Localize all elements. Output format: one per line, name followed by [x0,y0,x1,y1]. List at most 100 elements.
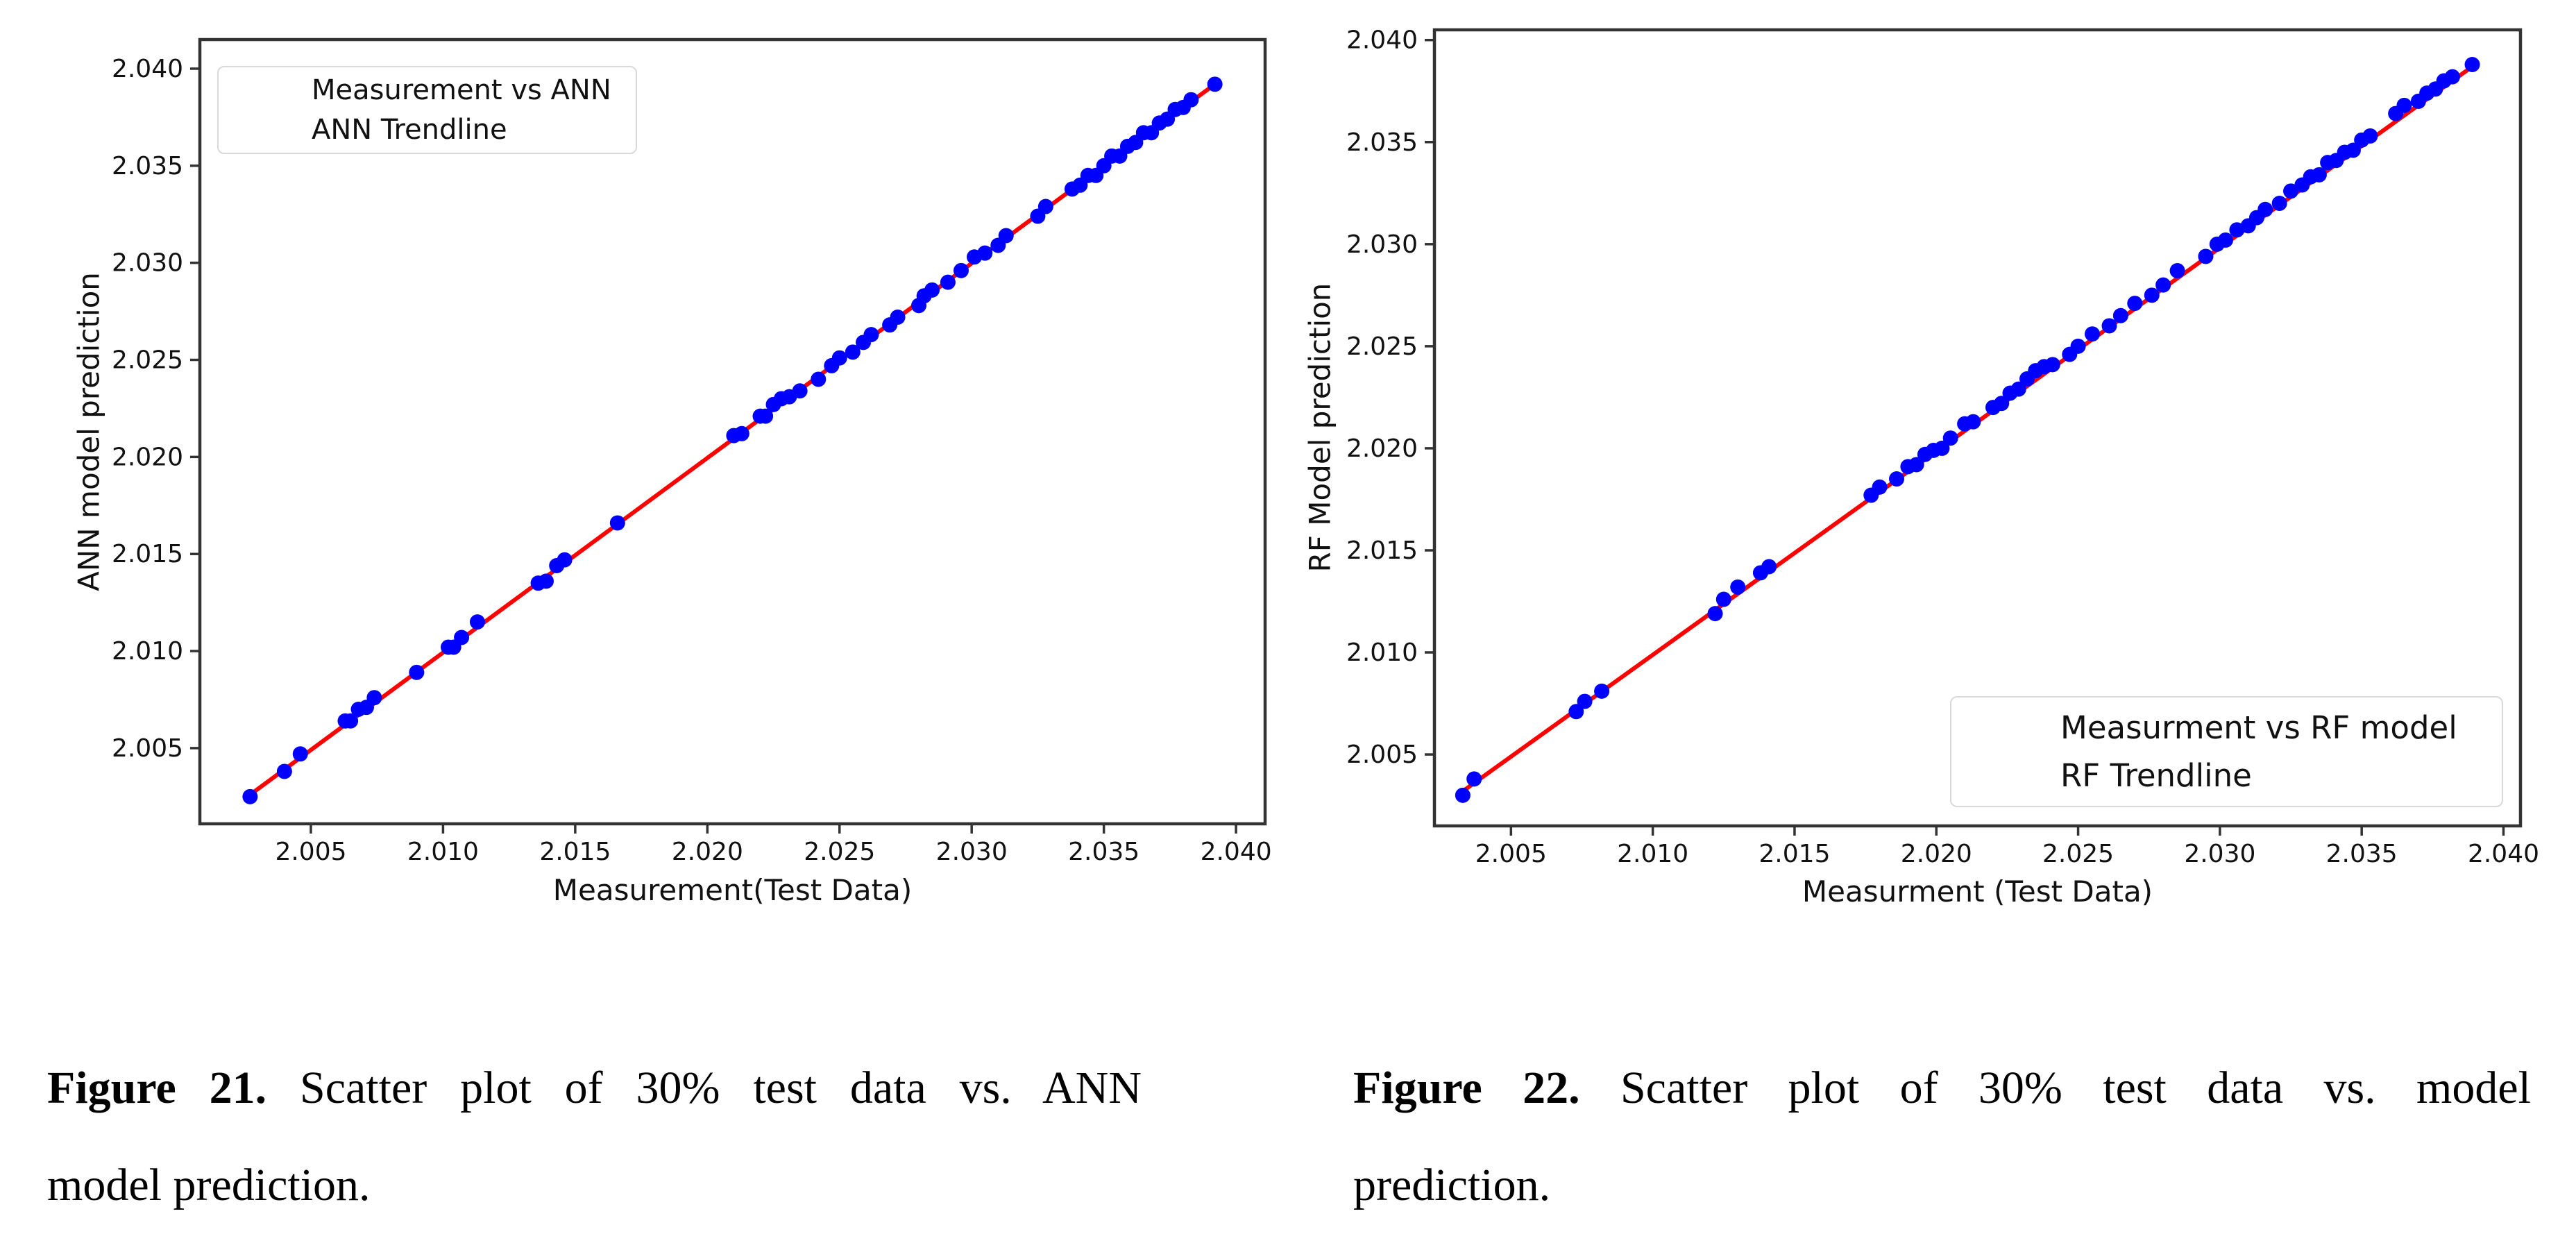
ann-scatter-point [557,552,573,568]
rf-y-axis-title: RF Model prediction [1303,282,1337,573]
x-tick-label: 2.025 [804,838,875,866]
x-tick-label: 2.010 [1617,840,1688,868]
rf-scatter-point [2144,287,2160,303]
ann-legend: Measurement vs ANN ANN Trendline [217,66,637,154]
rf-scatter-point [2311,167,2327,183]
y-tick-label: 2.010 [112,637,183,666]
rf-x-axis-title: Measurment (Test Data) [1802,874,2153,908]
rf-scatter-point [2218,232,2234,248]
y-tick-label: 2.040 [1346,26,1418,55]
rf-scatter-point [1994,396,2010,412]
y-tick-label: 2.005 [112,734,183,763]
line-marker-zone [1951,773,2060,779]
y-tick-label: 2.015 [112,540,183,568]
rf-axes-frame [1432,28,2523,828]
scatter-marker-zone [1951,718,2060,737]
y-tick-label: 2.020 [112,443,183,471]
rf-scatter-point [2345,142,2361,158]
rf-scatter-point [2444,69,2460,85]
caption-line-1: Figure 21. Scatter plot of 30% test data… [47,1040,1142,1137]
ann-scatter-point [1183,92,1199,108]
red-line-icon [234,127,296,132]
x-tick-label: 2.015 [1759,840,1830,868]
figure-22-caption: Figure 22. Scatter plot of 30% test data… [1353,1040,2531,1234]
x-tick-label: 2.030 [936,838,1008,866]
rf-scatter-point [2283,183,2299,199]
x-tick-label: 2.040 [1201,838,1272,866]
blue-dot-icon [1997,718,2015,737]
rf-scatter-point [1761,559,1777,575]
rf-scatter-point [1715,591,1731,607]
caption-text: Scatter plot of 30% test data vs. model [1620,1063,2531,1113]
caption-text: Scatter plot of 30% test data vs. ANN [300,1063,1142,1113]
y-tick-label: 2.030 [1346,230,1418,259]
rf-scatter-point [2362,128,2378,144]
scatter-marker-zone [219,82,312,99]
ann-scatter-point [538,573,554,589]
rf-scatter-point [1577,693,1593,709]
ann-scatter-point [409,664,425,680]
ann-scatter-point [831,350,847,366]
x-tick-label: 2.005 [275,838,346,866]
x-tick-label: 2.040 [2468,840,2539,868]
rf-legend: Measurment vs RF model RF Trendline [1950,696,2503,807]
ann-scatter-point [863,327,879,343]
rf-scatter-point [1730,579,1746,595]
scatter-plots-canvas: 2.005 2.010 2.015 2.020 2.025 2.030 2.035 2.040… [112,26,2539,868]
ann-legend-line-label: ANN Trendline [312,113,507,146]
ann-scatter-point [845,344,861,360]
x-tick-label: 2.020 [672,838,743,866]
ann-scatter-point [998,228,1014,244]
rf-scatter-point [1942,430,1958,446]
rf-scatter-point [2127,296,2143,312]
ann-scatter-point [758,408,774,424]
blue-dot-icon [257,82,274,99]
x-tick-label: 2.035 [2326,840,2398,868]
y-tick-label: 2.020 [1346,434,1418,463]
rf-legend-scatter-label: Measurment vs RF model [2060,709,2457,746]
x-tick-label: 2.035 [1068,838,1139,866]
rf-legend-row-line: RF Trendline [1951,757,2502,794]
rf-scatter-point [1872,479,1888,495]
line-marker-zone [219,127,312,132]
rf-scatter-point [1965,414,1981,430]
y-tick-label: 2.015 [1346,536,1418,565]
figure-number-label: Figure 22. [1353,1063,1580,1113]
ann-axes-frame [198,37,1267,826]
red-line-icon [1969,773,2042,779]
rf-legend-row-scatter: Measurment vs RF model [1951,709,2502,746]
ann-scatter-point [454,629,470,645]
rf-scatter-point [2464,56,2480,72]
rf-scatter-point [1908,457,1924,473]
rf-scatter-point [2070,338,2086,354]
ann-scatter-point [890,309,906,325]
rf-scatter-point [2112,307,2128,323]
y-tick-label: 2.035 [112,152,183,180]
rf-scatter-point [1707,606,1723,622]
ann-y-axis-title: ANN model prediction [71,272,106,591]
rf-plot: 2.005 2.010 2.015 2.020 2.025 2.030 2.035 2.040… [1346,26,2539,868]
ann-scatter-point [811,371,827,387]
rf-scatter-point [2084,326,2100,342]
rf-scatter-point [1934,440,1950,456]
x-tick-label: 2.005 [1475,840,1547,868]
ann-scatter-point [924,282,940,298]
rf-scatter-point [2169,263,2185,279]
ann-scatter-point [1207,76,1223,92]
rf-scatter-point [2198,248,2214,264]
x-tick-label: 2.010 [407,838,479,866]
ann-scatter-point [609,515,625,531]
rf-scatter-point [2010,381,2026,397]
y-tick-label: 2.035 [1346,128,1418,157]
ann-scatter-point [1037,198,1053,214]
figure-number-label: Figure 21. [47,1063,267,1113]
ann-legend-scatter-label: Measurement vs ANN [312,74,611,107]
y-tick-label: 2.040 [112,55,183,83]
rf-scatter-point [2101,318,2117,334]
x-tick-label: 2.025 [2042,840,2114,868]
ann-scatter-point [469,614,485,630]
y-tick-label: 2.025 [1346,332,1418,361]
rf-scatter-point [2044,357,2060,373]
y-tick-label: 2.010 [1346,639,1418,667]
rf-scatter-point [2396,97,2412,113]
